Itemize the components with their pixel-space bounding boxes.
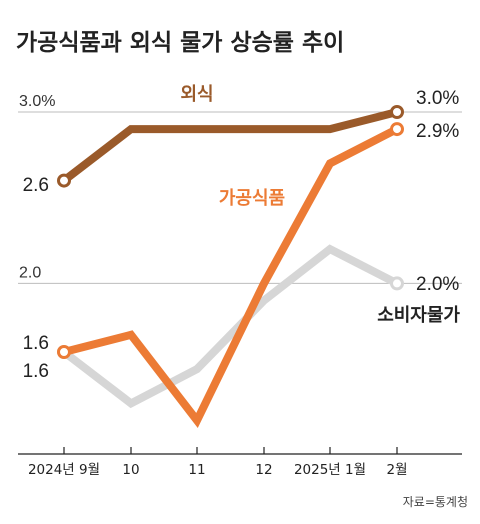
series-line-외식 [61, 108, 398, 184]
start-value-label: 2.6 [23, 175, 49, 196]
x-tick-label: 11 [188, 462, 205, 478]
data-point-marker [390, 122, 404, 137]
x-tick-label: 12 [255, 462, 272, 478]
data-point-marker [57, 345, 71, 359]
series-name-label: 가공식품 [219, 188, 285, 209]
reference-label: 3.0% [19, 93, 55, 110]
x-tick-label: 10 [122, 462, 139, 478]
x-axis: 2024년 9월 10 11 12 2025년 1월 2월 [18, 447, 462, 478]
end-value-label: 2.0% [416, 274, 459, 295]
reference-label: 2.0 [19, 264, 41, 281]
start-value-label: 1.6 [23, 361, 49, 382]
data-point-marker [57, 173, 71, 188]
series-name-label: 외식 [180, 84, 213, 105]
x-tick-label: 2월 [386, 462, 407, 478]
series-line-소비자물가 [61, 244, 399, 409]
end-value-label: 3.0% [416, 88, 459, 109]
start-value-label: 1.6 [23, 333, 49, 354]
x-tick-label: 2025년 1월 [294, 462, 366, 478]
series-lines [57, 105, 404, 429]
series-line-가공식품 [63, 125, 399, 429]
x-tick-label: 2024년 9월 [28, 462, 100, 478]
data-point-marker [390, 276, 404, 291]
data-point-marker [390, 105, 404, 119]
source-note: 자료=통계청 [403, 495, 468, 509]
series-name-label: 소비자물가 [377, 305, 460, 326]
end-value-label: 2.9% [416, 121, 459, 142]
chart-title: 가공식품과 외식 물가 상승률 추이 [16, 30, 344, 56]
